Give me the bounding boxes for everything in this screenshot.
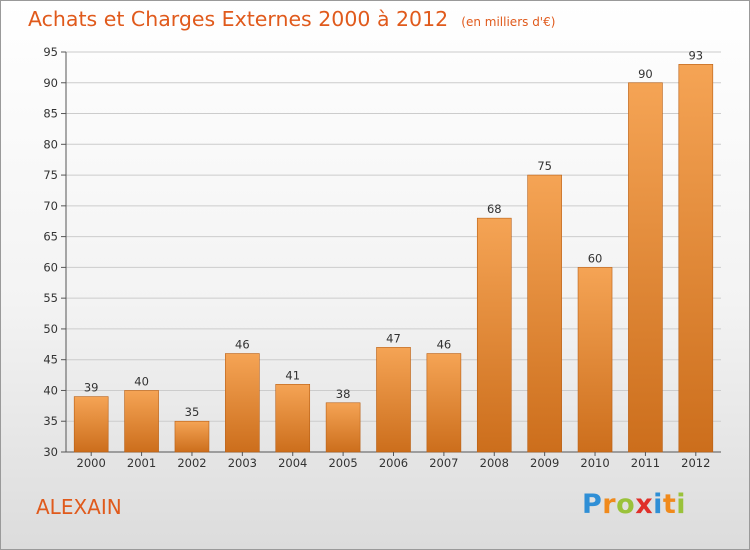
bar xyxy=(275,384,311,453)
data-label: 75 xyxy=(537,159,552,173)
y-tick-label: 60 xyxy=(43,260,58,274)
bar xyxy=(426,353,462,453)
bar xyxy=(476,217,512,453)
x-tick-label: 2010 xyxy=(580,456,609,470)
x-tick-label: 2000 xyxy=(77,456,106,470)
x-tick-label: 2003 xyxy=(228,456,257,470)
x-tick-label: 2011 xyxy=(631,456,660,470)
x-tick-label: 2004 xyxy=(278,456,307,470)
logo-letter: o xyxy=(616,489,636,520)
chart-title-text: Achats et Charges Externes 2000 à 2012 xyxy=(28,7,449,31)
y-tick-labels: 30 35 40 45 50 55 60 65 70 75 80 85 90 95 xyxy=(43,45,58,459)
bar xyxy=(174,420,210,453)
data-labels: 39 40 35 46 41 38 47 46 68 75 60 90 93 xyxy=(84,48,703,419)
x-tick-label: 2007 xyxy=(429,456,458,470)
y-tick-label: 70 xyxy=(43,199,58,213)
y-tick-label: 45 xyxy=(43,353,58,367)
data-label: 39 xyxy=(84,381,99,395)
bar xyxy=(577,267,613,453)
data-label: 38 xyxy=(336,387,351,401)
logo-letter: i xyxy=(653,489,663,520)
data-label: 90 xyxy=(638,67,653,81)
x-tick-label: 2002 xyxy=(177,456,206,470)
bar xyxy=(678,64,714,453)
bar xyxy=(527,174,562,453)
bar xyxy=(124,390,159,453)
data-label: 46 xyxy=(235,338,250,352)
bar xyxy=(73,396,109,453)
chart-unit-text: (en milliers d'€) xyxy=(461,15,556,29)
x-tick-label: 2005 xyxy=(328,456,357,470)
logo-letter: t xyxy=(662,489,677,520)
y-tick-label: 55 xyxy=(43,291,58,305)
x-tick-labels: 2000 2001 2002 2003 2004 2005 2006 2007 2008 2009… xyxy=(77,452,710,470)
bar xyxy=(325,402,361,453)
data-label: 35 xyxy=(185,405,200,419)
data-label: 60 xyxy=(588,251,603,265)
bar xyxy=(225,353,260,453)
chart-title: Achats et Charges Externes 2000 à 2012 (… xyxy=(28,7,555,31)
y-tick-label: 30 xyxy=(43,445,58,459)
y-tick-label: 35 xyxy=(43,414,58,428)
x-tick-label: 2008 xyxy=(480,456,509,470)
commune-name: ALEXAIN xyxy=(36,495,122,519)
x-tick-label: 2001 xyxy=(127,456,156,470)
x-tick-label: 2012 xyxy=(681,456,710,470)
bar xyxy=(628,82,663,453)
x-tick-label: 2006 xyxy=(379,456,408,470)
y-tick-label: 75 xyxy=(43,168,58,182)
logo-letter: x xyxy=(635,489,654,520)
data-label: 93 xyxy=(688,48,703,62)
y-tick-label: 85 xyxy=(43,107,58,121)
proxiti-logo: Proxiti xyxy=(582,489,686,520)
data-label: 47 xyxy=(386,331,401,345)
y-tick-label: 40 xyxy=(43,383,58,397)
data-label: 40 xyxy=(134,374,149,388)
x-tick-label: 2009 xyxy=(530,456,559,470)
logo-letter: r xyxy=(602,489,617,520)
y-tick-label: 50 xyxy=(43,322,58,336)
data-label: 41 xyxy=(285,368,300,382)
y-tick-label: 65 xyxy=(43,230,58,244)
y-tick-label: 80 xyxy=(43,137,58,151)
logo-letter: i xyxy=(676,489,687,520)
y-tick-label: 95 xyxy=(43,45,58,59)
bars xyxy=(73,64,714,453)
y-tick-label: 90 xyxy=(43,76,58,90)
logo-letter: P xyxy=(582,489,603,520)
data-label: 46 xyxy=(437,338,452,352)
data-label: 68 xyxy=(487,202,502,216)
bar xyxy=(376,347,411,453)
